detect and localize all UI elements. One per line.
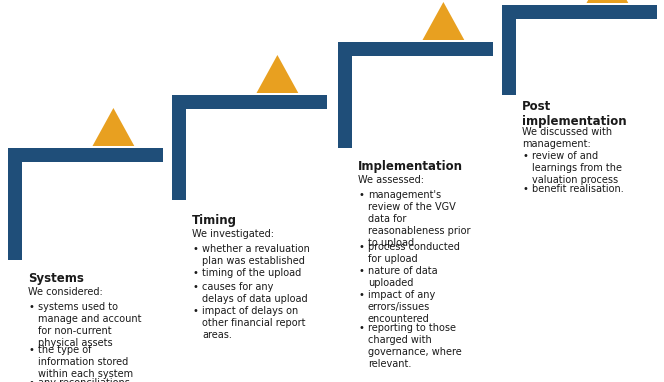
- Text: impact of any
errors/issues
encountered: impact of any errors/issues encountered: [368, 290, 435, 324]
- Bar: [502, 5, 657, 19]
- Text: causes for any
delays of data upload: causes for any delays of data upload: [202, 282, 307, 304]
- Polygon shape: [256, 55, 298, 93]
- Bar: [8, 148, 22, 260]
- Text: •: •: [522, 151, 528, 161]
- Text: the type of
information stored
within each system: the type of information stored within ea…: [38, 345, 133, 379]
- Text: •: •: [192, 244, 198, 254]
- Text: reporting to those
charged with
governance, where
relevant.: reporting to those charged with governan…: [368, 323, 461, 369]
- Text: •: •: [358, 266, 364, 276]
- Text: timing of the upload: timing of the upload: [202, 268, 301, 278]
- Text: We investigated:: We investigated:: [192, 230, 274, 240]
- Text: We assessed:: We assessed:: [358, 175, 424, 186]
- Text: management's
review of the VGV
data for
reasonableness prior
to upload: management's review of the VGV data for …: [368, 190, 471, 248]
- Text: •: •: [522, 184, 528, 194]
- Text: •: •: [358, 323, 364, 333]
- Text: •: •: [28, 378, 34, 382]
- Text: •: •: [358, 290, 364, 300]
- Text: Systems: Systems: [28, 272, 84, 285]
- Bar: [172, 95, 186, 200]
- Text: •: •: [28, 345, 34, 355]
- Text: process conducted
for upload: process conducted for upload: [368, 242, 460, 264]
- Text: We discussed with
management:: We discussed with management:: [522, 127, 612, 149]
- Text: Implementation: Implementation: [358, 160, 463, 173]
- Bar: [172, 95, 327, 109]
- Text: any reconciliations
performed between
asset management
and asset accounting
syst: any reconciliations performed between as…: [38, 378, 143, 382]
- Text: Timing: Timing: [192, 214, 237, 227]
- Text: •: •: [28, 302, 34, 312]
- Text: whether a revaluation
plan was established: whether a revaluation plan was establish…: [202, 244, 310, 266]
- Text: impact of delays on
other financial report
areas.: impact of delays on other financial repo…: [202, 306, 305, 340]
- Bar: [502, 5, 516, 95]
- Text: nature of data
uploaded: nature of data uploaded: [368, 266, 438, 288]
- Text: Post
implementation: Post implementation: [522, 100, 627, 128]
- Text: •: •: [192, 306, 198, 316]
- Text: benefit realisation.: benefit realisation.: [532, 184, 623, 194]
- Text: •: •: [192, 268, 198, 278]
- Text: •: •: [358, 242, 364, 252]
- Text: We considered:: We considered:: [28, 288, 103, 298]
- Text: •: •: [192, 282, 198, 292]
- Bar: [8, 148, 163, 162]
- Polygon shape: [92, 108, 134, 146]
- Polygon shape: [422, 2, 464, 40]
- Bar: [338, 42, 352, 148]
- Polygon shape: [586, 0, 628, 3]
- Text: •: •: [358, 190, 364, 200]
- Text: review of and
learnings from the
valuation process: review of and learnings from the valuati…: [532, 151, 622, 185]
- Text: systems used to
manage and account
for non-current
physical assets: systems used to manage and account for n…: [38, 302, 141, 348]
- Bar: [338, 42, 493, 56]
